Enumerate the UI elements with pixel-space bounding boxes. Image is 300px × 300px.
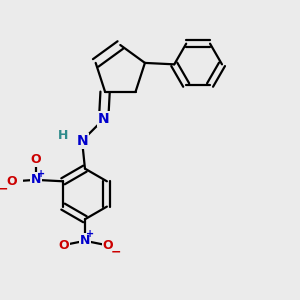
Text: N: N [76, 134, 88, 148]
Text: O: O [30, 153, 41, 166]
Text: O: O [103, 238, 113, 252]
Text: −: − [111, 246, 122, 259]
Text: N: N [80, 234, 90, 247]
Text: N: N [31, 173, 41, 186]
Text: O: O [58, 238, 69, 252]
Text: O: O [6, 175, 16, 188]
Text: +: + [86, 230, 94, 239]
Text: +: + [37, 169, 45, 178]
Text: N: N [98, 112, 109, 126]
Text: H: H [58, 129, 69, 142]
Text: −: − [0, 183, 8, 196]
